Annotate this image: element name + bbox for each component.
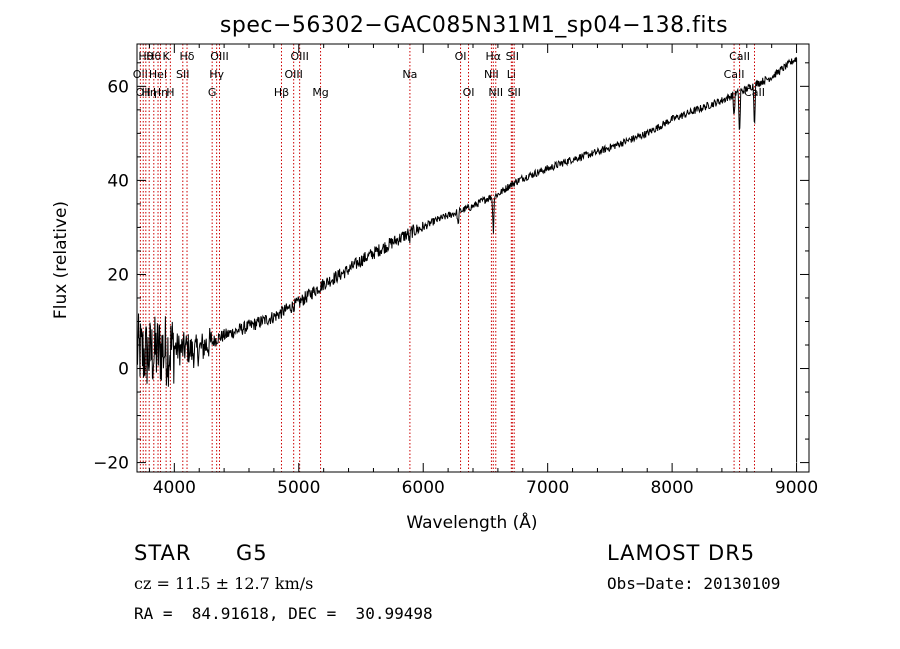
y-tick-label: −20 [93, 454, 129, 474]
x-tick-label: 7000 [526, 478, 569, 498]
line-marker-label: Li [507, 68, 516, 81]
line-marker-label: Hβ [274, 86, 289, 99]
coordinates: RA = 84.91618, DEC = 30.99498 [134, 604, 433, 623]
line-marker-label: K [163, 50, 171, 63]
x-tick-label: 6000 [402, 478, 445, 498]
x-tick-label: 9000 [775, 478, 818, 498]
spectrum-trace [136, 56, 798, 463]
line-marker-label: CaII [724, 68, 745, 81]
line-marker-label: Hδ [180, 50, 195, 63]
y-tick-label: 60 [107, 77, 129, 97]
line-marker-label: HeI [149, 68, 167, 81]
y-tick-label: 40 [107, 171, 129, 191]
spectrum-line [136, 56, 798, 463]
line-marker-label: NII [484, 68, 499, 81]
x-tick-label: 8000 [650, 478, 693, 498]
x-tick-label: 5000 [277, 478, 320, 498]
line-marker-label: SII [176, 68, 189, 81]
line-marker-label: SII [506, 50, 519, 63]
survey-name: LAMOST DR5 [607, 541, 756, 565]
line-marker-label: Hθ [146, 50, 161, 63]
line-marker-label: Hα [486, 50, 502, 63]
object-subclass: G5 [236, 541, 268, 565]
redshift-velocity: cz = 11.5 ± 12.7 km/s [134, 574, 314, 593]
line-marker-label: Hη [153, 86, 168, 99]
y-tick-label: 20 [107, 265, 129, 285]
x-axis-label: Wavelength (Å) [406, 511, 537, 533]
plot-frame [136, 43, 810, 473]
line-marker-label: Hθ [138, 50, 153, 63]
line-marker-label: OI [455, 50, 467, 63]
x-tick-label: 4000 [153, 478, 196, 498]
y-axis-label: Flux (relative) [51, 201, 71, 319]
object-class: STAR [134, 541, 192, 565]
chart-title: spec−56302−GAC085N31M1_sp04−138.fits [220, 13, 728, 38]
line-marker-label: Hγ [209, 68, 224, 81]
line-marker-label: CaII [729, 50, 750, 63]
observation-date: Obs−Date: 20130109 [607, 574, 781, 593]
line-marker-label: Hη [142, 86, 157, 99]
line-marker-label: Na [402, 68, 417, 81]
line-marker-label: OIII [290, 50, 308, 63]
line-marker-label: OIII [284, 68, 302, 81]
axis-ticks: 4000 5000 6000 7000 8000 9000 −20 0 20 40 60 [93, 44, 818, 498]
line-marker-label: OI [463, 86, 475, 99]
line-marker-label: SII [507, 86, 520, 99]
line-marker-label: OIII [210, 50, 228, 63]
line-marker-label: H [166, 86, 174, 99]
line-markers: OIIOIIHθHηHθHeIHηKHSIIHδGHγOIIIHβOIIIOII… [133, 44, 765, 472]
line-marker-label: G [208, 86, 217, 99]
line-marker-label: NII [488, 86, 503, 99]
line-marker-label: OII [136, 86, 151, 99]
line-marker-label: Mg [312, 86, 328, 99]
y-tick-label: 0 [118, 360, 129, 380]
line-marker-label: CaII [744, 86, 765, 99]
